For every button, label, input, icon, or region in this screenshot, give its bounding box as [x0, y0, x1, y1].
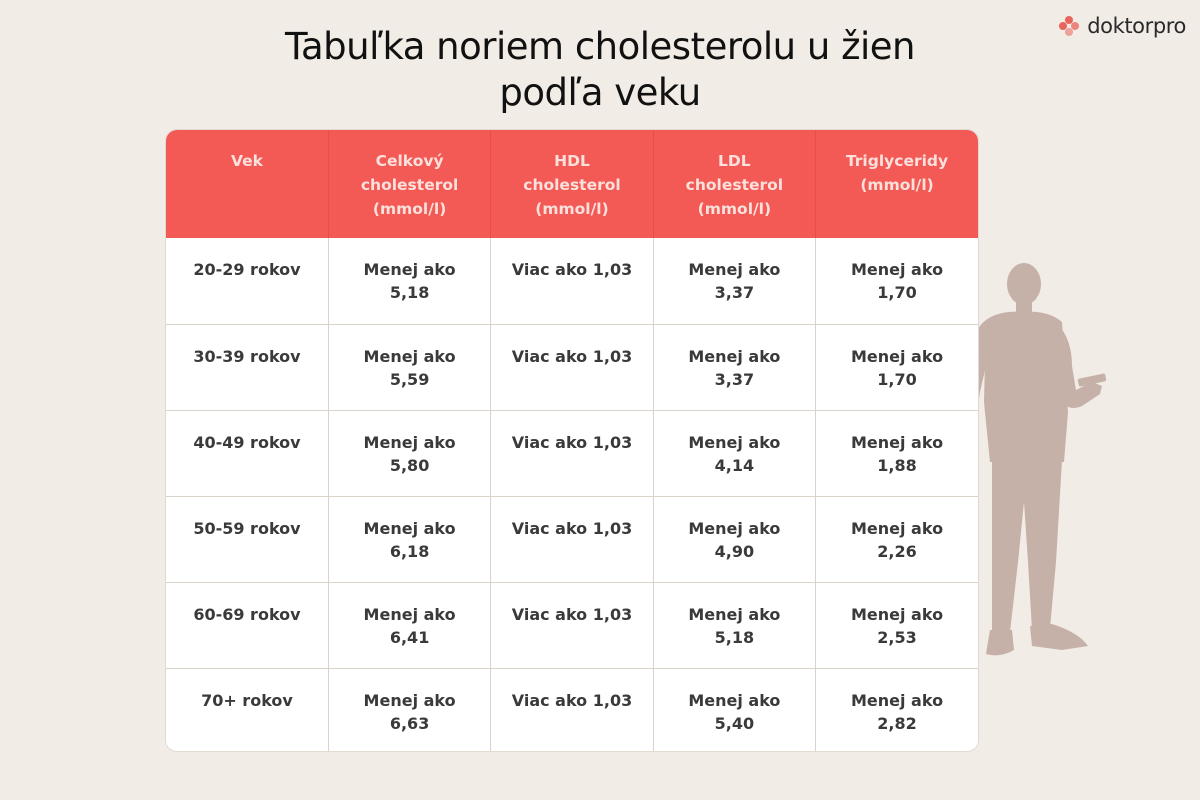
- ldl-cell: Menej ako 5,18: [653, 581, 817, 668]
- triglycerides-cell: Menej ako 2,53: [815, 581, 978, 668]
- age-cell: 30-39 rokov: [166, 323, 329, 410]
- table-row: 60-69 rokov Menej ako 6,41 Viac ako 1,03 …: [166, 581, 978, 668]
- header-triglycerides: Triglyceridy (mmol/l): [815, 130, 978, 238]
- triglycerides-cell: Menej ako 2,82: [815, 667, 978, 751]
- table-row: 70+ rokov Menej ako 6,63 Viac ako 1,03 Me…: [166, 667, 978, 751]
- triglycerides-cell: Menej ako 2,26: [815, 495, 978, 582]
- age-cell: 60-69 rokov: [166, 581, 329, 668]
- brand-name: doktorpro: [1087, 14, 1186, 38]
- age-cell: 70+ rokov: [166, 667, 329, 751]
- table-row: 40-49 rokov Menej ako 5,80 Viac ako 1,03 …: [166, 409, 978, 496]
- age-cell: 40-49 rokov: [166, 409, 329, 496]
- hdl-cell: Viac ako 1,03: [490, 667, 654, 751]
- page-title: Tabuľka noriem cholesterolu u žien podľa…: [0, 24, 1200, 116]
- total-cholesterol-cell: Menej ako 6,41: [328, 581, 492, 668]
- header-age: Vek: [166, 130, 329, 238]
- total-cholesterol-cell: Menej ako 5,80: [328, 409, 492, 496]
- ldl-cell: Menej ako 4,14: [653, 409, 817, 496]
- total-cholesterol-cell: Menej ako 6,63: [328, 667, 492, 751]
- header-hdl-cholesterol: HDL cholesterol (mmol/l): [490, 130, 654, 238]
- ldl-cell: Menej ako 4,90: [653, 495, 817, 582]
- brand-logo: doktorpro: [1059, 14, 1186, 38]
- ldl-cell: Menej ako 3,37: [653, 323, 817, 410]
- total-cholesterol-cell: Menej ako 6,18: [328, 495, 492, 582]
- ldl-cell: Menej ako 5,40: [653, 667, 817, 751]
- hdl-cell: Viac ako 1,03: [490, 409, 654, 496]
- header-total-cholesterol: Celkový cholesterol (mmol/l): [328, 130, 492, 238]
- total-cholesterol-cell: Menej ako 5,18: [328, 238, 492, 324]
- hdl-cell: Viac ako 1,03: [490, 238, 654, 324]
- hdl-cell: Viac ako 1,03: [490, 581, 654, 668]
- table-row: 50-59 rokov Menej ako 6,18 Viac ako 1,03 …: [166, 495, 978, 582]
- dots-flower-icon: [1059, 16, 1080, 36]
- triglycerides-cell: Menej ako 1,88: [815, 409, 978, 496]
- table-header-row: Vek Celkový cholesterol (mmol/l) HDL cho…: [166, 130, 978, 238]
- triglycerides-cell: Menej ako 1,70: [815, 323, 978, 410]
- hdl-cell: Viac ako 1,03: [490, 495, 654, 582]
- age-cell: 50-59 rokov: [166, 495, 329, 582]
- cholesterol-table: Vek Celkový cholesterol (mmol/l) HDL cho…: [165, 129, 979, 752]
- total-cholesterol-cell: Menej ako 5,59: [328, 323, 492, 410]
- triglycerides-cell: Menej ako 1,70: [815, 238, 978, 324]
- age-cell: 20-29 rokov: [166, 238, 329, 324]
- header-ldl-cholesterol: LDL cholesterol (mmol/l): [653, 130, 817, 238]
- title-line-1: Tabuľka noriem cholesterolu u žien: [285, 25, 916, 68]
- title-line-2: podľa veku: [499, 71, 701, 114]
- table-row: 30-39 rokov Menej ako 5,59 Viac ako 1,03 …: [166, 323, 978, 410]
- ldl-cell: Menej ako 3,37: [653, 238, 817, 324]
- hdl-cell: Viac ako 1,03: [490, 323, 654, 410]
- table-row: 20-29 rokov Menej ako 5,18 Viac ako 1,03 …: [166, 238, 978, 324]
